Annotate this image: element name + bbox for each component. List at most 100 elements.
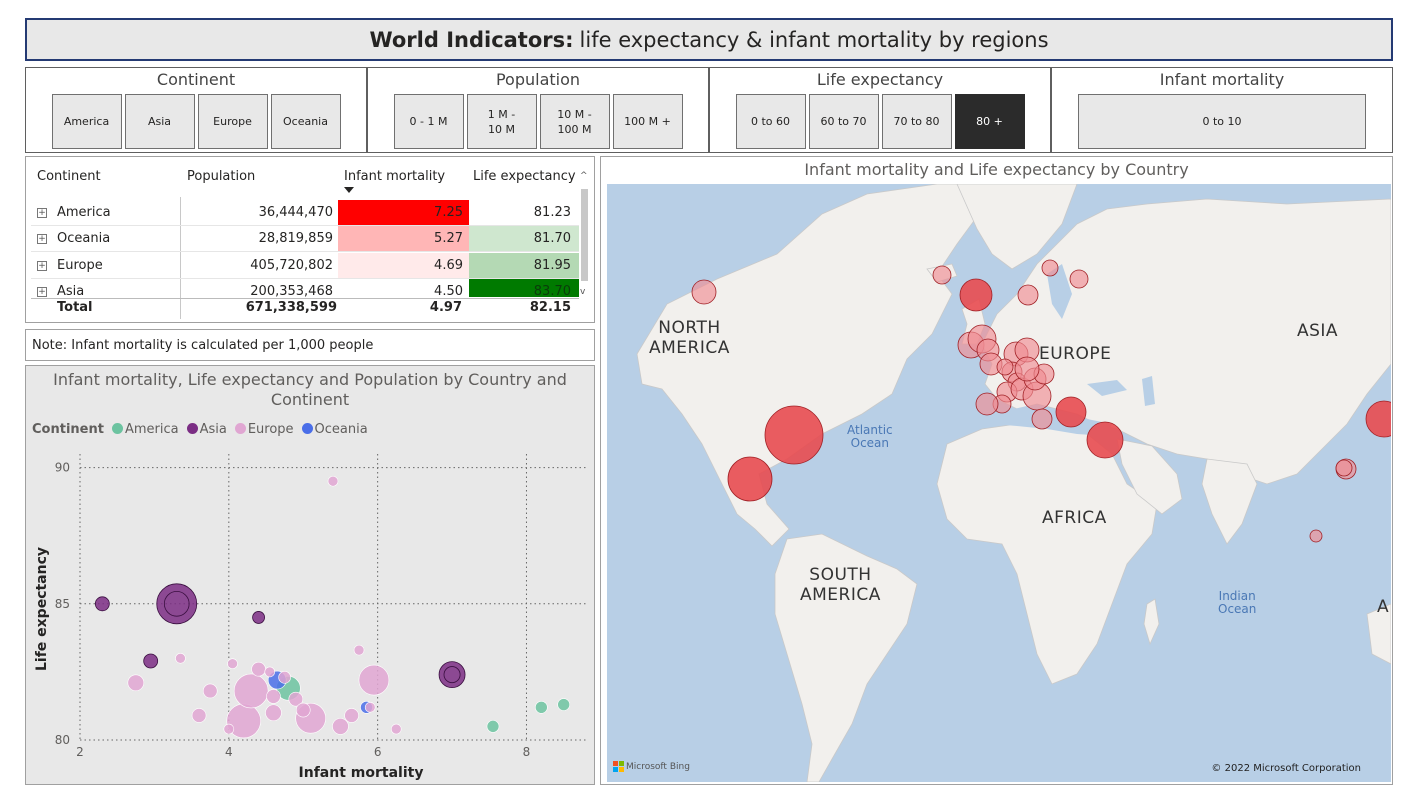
slicer-option-0-to-60[interactable]: 0 to 60 xyxy=(735,94,806,149)
map-country-bubble[interactable] xyxy=(975,392,999,416)
map-country-bubble[interactable] xyxy=(1055,396,1087,428)
table-row[interactable]: + Asia 200,353,468 4.50 83.70 xyxy=(31,279,579,297)
map-country-bubble[interactable] xyxy=(1086,421,1124,459)
data-point-europe[interactable] xyxy=(332,718,349,735)
data-point-europe[interactable] xyxy=(191,708,207,723)
data-point-asia[interactable] xyxy=(94,596,110,612)
table-scrollbar[interactable]: ^ v xyxy=(579,169,591,303)
data-point-europe[interactable] xyxy=(266,689,281,704)
col-header-life-expectancy[interactable]: Life expectancy xyxy=(473,169,576,184)
map-country-bubble[interactable] xyxy=(764,405,824,465)
data-point-europe[interactable] xyxy=(327,475,339,487)
data-point-europe[interactable] xyxy=(278,671,291,684)
data-point-asia[interactable] xyxy=(156,583,198,625)
total-label: Total xyxy=(57,300,93,315)
map-country-bubble[interactable] xyxy=(959,278,993,312)
total-life-expectancy: 82.15 xyxy=(529,300,571,315)
table-row[interactable]: + Europe 405,720,802 4.69 81.95 xyxy=(31,253,579,279)
data-point-europe[interactable] xyxy=(364,702,376,713)
slicer-option-80-plus[interactable]: 80 + xyxy=(954,94,1025,149)
cell-continent: Europe xyxy=(57,258,103,273)
expand-icon[interactable]: + xyxy=(37,208,47,218)
table-total-row: Total 671,338,599 4.97 82.15 xyxy=(31,298,579,318)
map-country-bubble[interactable] xyxy=(1335,459,1353,477)
data-point-europe[interactable] xyxy=(202,683,218,699)
data-point-europe[interactable] xyxy=(288,691,304,707)
col-header-population[interactable]: Population xyxy=(187,169,256,184)
expand-icon[interactable]: + xyxy=(37,234,47,244)
data-point-europe[interactable] xyxy=(358,664,390,696)
col-header-continent[interactable]: Continent xyxy=(37,169,101,184)
legend-item-asia[interactable]: Asia xyxy=(186,422,227,437)
map-title: Infant mortality and Life expectancy by … xyxy=(804,160,1189,179)
map-country-bubble[interactable] xyxy=(1069,269,1089,289)
map-country-bubble[interactable] xyxy=(1365,400,1391,438)
slicer-option-60-to-70[interactable]: 60 to 70 xyxy=(808,94,879,149)
table-row[interactable]: + Oceania 28,819,859 5.27 81.70 xyxy=(31,226,579,252)
col-header-infant-mortality[interactable]: Infant mortality xyxy=(344,169,446,184)
map-country-bubble[interactable] xyxy=(1031,408,1053,430)
data-point-europe[interactable] xyxy=(127,674,145,692)
scroll-up-icon[interactable]: ^ xyxy=(580,171,588,181)
bing-label: Microsoft Bing xyxy=(626,761,690,772)
expand-icon[interactable]: + xyxy=(37,287,47,297)
map-country-bubble[interactable] xyxy=(1041,259,1059,277)
slicer-option-100m-plus[interactable]: 100 M + xyxy=(612,94,683,149)
map-country-bubble[interactable] xyxy=(1014,356,1040,382)
data-point-europe[interactable] xyxy=(175,652,186,664)
table-row[interactable]: + America 36,444,470 7.25 81.23 xyxy=(31,200,579,226)
total-infant-mortality: 4.97 xyxy=(429,300,462,315)
expand-icon[interactable]: + xyxy=(37,261,47,271)
map-region-label: SOUTH AMERICA xyxy=(800,565,881,605)
cell-infant-mortality: 7.25 xyxy=(338,200,469,226)
slicer-option-0-to-10[interactable]: 0 to 10 xyxy=(1078,94,1366,149)
map-country-bubble[interactable] xyxy=(1017,284,1039,306)
map-country-bubble[interactable] xyxy=(727,456,773,502)
slicer-option-70-to-80[interactable]: 70 to 80 xyxy=(881,94,952,149)
data-point-ring xyxy=(163,591,190,617)
data-point-asia[interactable] xyxy=(252,611,265,624)
legend-label: Europe xyxy=(247,422,294,437)
slicer-option-1m-10m[interactable]: 1 M - 10 M xyxy=(466,94,537,149)
data-point-europe[interactable] xyxy=(390,723,402,735)
slicer-option-asia[interactable]: Asia xyxy=(124,94,195,149)
data-point-europe[interactable] xyxy=(227,658,238,670)
cell-population: 405,720,802 xyxy=(250,258,333,273)
map-country-bubble[interactable] xyxy=(691,279,717,305)
slicer-option-0-1m[interactable]: 0 - 1 M xyxy=(393,94,464,149)
data-point-europe[interactable] xyxy=(233,673,269,709)
scroll-down-icon[interactable]: v xyxy=(580,287,586,297)
data-point-europe[interactable] xyxy=(353,644,365,656)
legend-item-europe[interactable]: Europe xyxy=(234,422,294,437)
slicer-option-europe[interactable]: Europe xyxy=(197,94,268,149)
slicer-option-10m-100m[interactable]: 10 M - 100 M xyxy=(539,94,610,149)
data-point-europe[interactable] xyxy=(344,708,359,723)
data-point-europe[interactable] xyxy=(295,702,311,718)
slicer-option-america[interactable]: America xyxy=(51,94,122,149)
map-country-bubble[interactable] xyxy=(932,265,952,285)
slicer-option-oceania[interactable]: Oceania xyxy=(270,94,341,149)
data-point-asia[interactable] xyxy=(438,661,466,689)
continent-slicer: Continent America Asia Europe Oceania xyxy=(25,67,367,153)
data-point-america[interactable] xyxy=(557,698,570,711)
y-axis-label: Life expectancy xyxy=(34,547,50,671)
data-point-asia[interactable] xyxy=(143,653,159,669)
data-point-america[interactable] xyxy=(535,701,548,714)
legend-item-oceania[interactable]: Oceania xyxy=(301,422,368,437)
x-axis-label: Infant mortality xyxy=(299,765,424,781)
map-country-bubble[interactable] xyxy=(996,358,1014,376)
data-point-europe[interactable] xyxy=(223,723,235,735)
map-region-label: NORTH AMERICA xyxy=(649,318,730,358)
slicer-title: Continent xyxy=(156,70,236,89)
map-copyright: © 2022 Microsoft Corporation xyxy=(1211,763,1361,774)
data-point-europe[interactable] xyxy=(251,661,266,677)
legend-item-america[interactable]: America xyxy=(111,422,179,437)
data-point-america[interactable] xyxy=(486,720,500,733)
map-country-bubble[interactable] xyxy=(1309,529,1323,543)
data-point-europe[interactable] xyxy=(264,666,276,678)
scroll-thumb[interactable] xyxy=(581,189,588,281)
data-point-europe[interactable] xyxy=(265,704,282,722)
legend-label: America xyxy=(124,422,179,437)
y-tick-label: 80 xyxy=(55,733,70,747)
world-map[interactable]: NORTH AMERICA EUROPE ASIA AFRICA SOUTH AMERI… xyxy=(607,184,1391,782)
